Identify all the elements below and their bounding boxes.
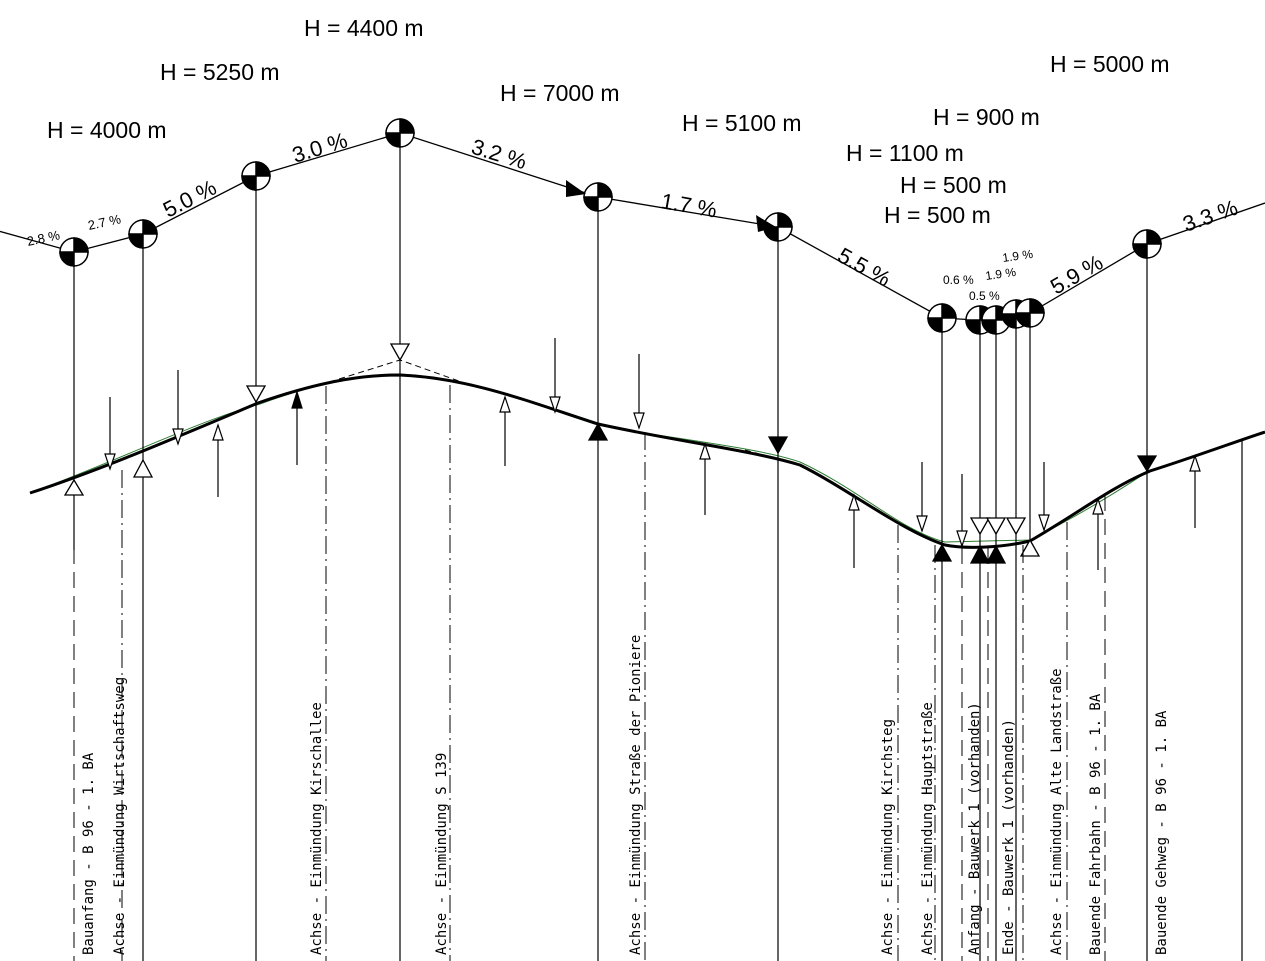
station-label: Achse - Einmündung Alte Landstraße — [1049, 668, 1065, 955]
station-label: Bauanfang - B 96 - 1. BA — [81, 752, 97, 955]
pvi-marker — [583, 182, 613, 212]
radius-label: H = 1100 m — [846, 140, 964, 166]
grade-label: 5.9 % — [1046, 250, 1107, 300]
radius-label: H = 500 m — [900, 172, 1007, 198]
grade-direction-arrow — [756, 215, 776, 232]
radius-label: H = 4400 m — [304, 15, 424, 41]
down-arrows — [245, 343, 1158, 536]
grade-label: 3.3 % — [1179, 195, 1240, 237]
station-label: Achse - Einmündung Straße der Pioniere — [628, 635, 644, 955]
pvi-marker — [385, 118, 415, 148]
marker-arrows — [104, 338, 1201, 570]
grade-label: 5.5 % — [834, 243, 895, 292]
radius-label: H = 5100 m — [682, 110, 802, 136]
pvi-marker — [1132, 229, 1162, 259]
station-label: Achse - Einmündung Kirschallee — [309, 702, 325, 955]
radius-label: H = 5250 m — [160, 59, 280, 85]
grade-label: 3.0 % — [289, 127, 350, 167]
grade-label: 3.2 % — [469, 134, 530, 174]
grade-label: 0.6 % — [943, 273, 974, 287]
station-label: Bauende Gehweg - B 96 - 1. BA — [1154, 710, 1170, 955]
pvi-marker — [128, 219, 158, 249]
pvi-marker — [763, 212, 793, 242]
radius-label: H = 5000 m — [1050, 51, 1170, 77]
vertex-drop-lines — [73, 147, 1243, 961]
station-label: Bauende Fahrbahn - B 96 - 1. BA — [1088, 693, 1104, 955]
grade-label: 1.7 % — [659, 188, 719, 222]
gradient-line — [0, 132, 1265, 321]
grade-label: 5.0 % — [159, 175, 220, 223]
radius-label: H = 500 m — [884, 202, 991, 228]
station-label: Achse - Einmündung Hauptstraße — [920, 702, 936, 955]
pvi-markers — [59, 118, 1162, 335]
grade-label: 2.8 % — [26, 227, 62, 249]
station-label: Ende - Bauwerk 1 (vorhanden) — [1001, 719, 1017, 955]
radius-label: H = 7000 m — [500, 80, 620, 106]
pvi-marker — [927, 303, 957, 333]
grade-label: 2.7 % — [87, 211, 123, 233]
pvi-marker — [241, 161, 271, 191]
grade-label: 0.5 % — [969, 289, 1000, 303]
radius-label: H = 900 m — [933, 104, 1040, 130]
station-label: Achse - Einmündung Wirtschaftsweg — [112, 677, 128, 955]
up-arrows — [63, 422, 1041, 564]
grade-direction-arrow — [566, 180, 586, 197]
grade-label: 1.9 % — [984, 265, 1017, 283]
grade-label: 1.9 % — [1001, 247, 1034, 265]
terrain-line — [29, 373, 1265, 543]
station-label: Anfang - Bauwerk 1 (vorhanden) — [967, 702, 983, 955]
pvi-marker — [1015, 298, 1045, 328]
station-label: Achse - Einmündung Kirchsteg — [880, 719, 896, 955]
station-label: Achse - Einmündung S 139 — [434, 753, 450, 955]
profile-curve — [29, 373, 1265, 549]
station-lines — [73, 385, 1106, 961]
radius-label: H = 4000 m — [47, 117, 167, 143]
pvi-marker — [59, 237, 89, 267]
